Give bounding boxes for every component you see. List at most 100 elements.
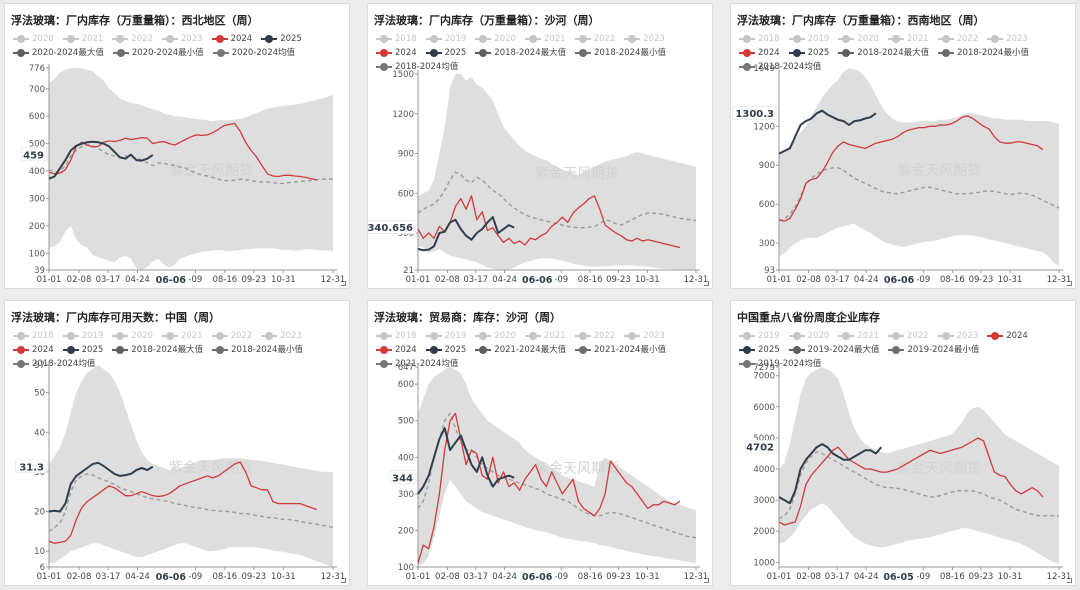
legend-item[interactable]: 2019-2024最大值	[788, 343, 879, 357]
series-2024-line	[48, 122, 317, 181]
legend-item[interactable]: 2020	[112, 329, 153, 343]
legend-item[interactable]: 2021	[838, 329, 879, 343]
legend-item[interactable]: 2019	[788, 32, 829, 46]
legend-item[interactable]: 2019-2024最小值	[888, 343, 979, 357]
legend-item[interactable]: 2024	[987, 329, 1028, 343]
legend-item[interactable]: 2020-2024最大值	[13, 46, 104, 60]
legend-item[interactable]: 2019	[425, 32, 466, 46]
legend-item[interactable]: 2020	[475, 329, 516, 343]
x-tick-label: -09	[188, 275, 202, 285]
legend-item[interactable]: 2021	[524, 329, 566, 343]
y-tick-label: 93	[764, 266, 775, 276]
chart-legend[interactable]: 2018 2019 2020 2021 2022 2023 2024 2025 2018-202…	[739, 32, 1069, 74]
legend-item[interactable]: 2023	[624, 32, 665, 46]
legend-item[interactable]: 2018-2024最大值	[838, 46, 929, 60]
legend-item[interactable]: 2023	[987, 32, 1028, 46]
legend-item[interactable]: 2019	[425, 329, 466, 343]
legend-marker-icon	[425, 345, 442, 354]
legend-label: 2024	[32, 345, 54, 355]
legend-item[interactable]: 2018-2024最小值	[212, 343, 303, 357]
chart-legend[interactable]: 2018 2019 2020 2021 2022 2023 2024 2025 2021-202…	[376, 329, 706, 371]
legend-item[interactable]: 2023	[624, 329, 665, 343]
legend-item[interactable]: 2025	[425, 343, 466, 357]
legend-marker-icon	[212, 48, 229, 57]
chart-legend[interactable]: 2020 2021 2022 2023 2024 2025 2020-2024最大值 2020…	[13, 32, 343, 60]
legend-item[interactable]: 2022	[574, 32, 615, 46]
legend-item[interactable]: 2022	[937, 32, 978, 46]
legend-item[interactable]: 2025	[739, 343, 780, 357]
legend-item[interactable]: 2018-2024均值	[13, 357, 95, 371]
legend-label: 2023	[180, 34, 203, 44]
legend-item[interactable]: 2018-2024最小值	[575, 46, 666, 60]
x-tick-label: 04-24	[492, 275, 517, 285]
legend-item[interactable]: 2024	[13, 343, 54, 357]
legend-item[interactable]: 2022	[112, 32, 153, 46]
avg-series-line	[778, 451, 1059, 520]
legend-item[interactable]: 2018	[376, 32, 417, 46]
legend-marker-icon	[739, 359, 755, 368]
y-tick-label: 300	[759, 239, 775, 249]
legend-item[interactable]: 2020-2024最小值	[112, 46, 204, 60]
legend-item[interactable]: 2020	[788, 329, 829, 343]
series-2024-line	[48, 461, 317, 544]
legend-item[interactable]: 2025	[261, 32, 302, 46]
legend-item[interactable]: 2018	[13, 329, 54, 343]
chart-panel-shahe-factory: 浮法玻璃：厂内库存（万重量箱）：沙河（周） 2018 2019 2020 2021 20…	[367, 3, 713, 289]
series-2024-line	[417, 412, 681, 564]
legend-item[interactable]: 2024	[211, 32, 252, 46]
legend-item[interactable]: 2021-2024最大值	[475, 343, 566, 357]
legend-item[interactable]: 2024	[376, 46, 417, 60]
legend-item[interactable]: 2021	[887, 32, 929, 46]
chart-panel-eight-provinces: 中国重点八省份周度企业库存 2019 2020 2021 2022 2023 2024 20…	[730, 300, 1076, 586]
chart-legend[interactable]: 2018 2019 2020 2021 2022 2023 2024 2025 2018-202…	[13, 329, 343, 371]
legend-item[interactable]: 2023	[261, 329, 302, 343]
legend-item[interactable]: 2018-2024均值	[739, 60, 821, 74]
legend-item[interactable]: 2022	[574, 329, 615, 343]
legend-item[interactable]: 2018	[376, 329, 417, 343]
legend-item[interactable]: 2025	[62, 343, 103, 357]
legend-label: 2020-2024均值	[231, 48, 296, 58]
legend-item[interactable]: 2024	[376, 343, 417, 357]
legend-item[interactable]: 2019	[739, 329, 780, 343]
legend-marker-icon	[376, 331, 392, 340]
y-tick-label: 57	[34, 361, 45, 371]
legend-item[interactable]: 2022	[211, 329, 252, 343]
max-min-range-band	[49, 68, 333, 270]
chart-legend[interactable]: 2018 2019 2020 2021 2022 2023 2024 2025 2018-202…	[376, 32, 706, 74]
y-tick-label: 600	[29, 112, 45, 122]
y-tick-label: 900	[398, 150, 414, 160]
legend-item[interactable]: 2018-2024均值	[376, 60, 458, 74]
legend-item[interactable]: 2023	[937, 329, 978, 343]
legend-item[interactable]: 2023	[161, 32, 203, 46]
watermark: 紫金天风期货	[897, 460, 981, 477]
legend-item[interactable]: 2025	[425, 46, 466, 60]
legend-item[interactable]: 2024	[739, 46, 780, 60]
legend-item[interactable]: 2021	[524, 32, 566, 46]
legend-item[interactable]: 2021-2024均值	[376, 357, 458, 371]
legend-item[interactable]: 2018-2024最大值	[475, 46, 566, 60]
x-tick-label: 03-17	[96, 572, 121, 582]
legend-item[interactable]: 2018-2024最小值	[938, 46, 1029, 60]
x-tick-label: 09-23	[606, 275, 631, 285]
legend-marker-icon	[838, 48, 855, 57]
legend-item[interactable]: 2019-2024均值	[739, 357, 821, 371]
legend-item[interactable]: 2021	[161, 329, 203, 343]
legend-item[interactable]: 2025	[788, 46, 829, 60]
avg-series-line	[417, 171, 697, 229]
watermark: 紫金天风期货	[535, 460, 619, 477]
legend-label: 2024	[395, 345, 417, 355]
legend-item[interactable]: 2018-2024最大值	[112, 343, 203, 357]
legend-item[interactable]: 2022	[887, 329, 929, 343]
series-2025-line	[48, 140, 154, 180]
legend-item[interactable]: 2018	[739, 32, 780, 46]
legend-item[interactable]: 2019	[62, 329, 103, 343]
legend-item[interactable]: 2020	[838, 32, 879, 46]
legend-item[interactable]: 2021-2024最小值	[575, 343, 666, 357]
legend-item[interactable]: 2020-2024均值	[212, 46, 296, 60]
legend-item[interactable]: 2020	[475, 32, 516, 46]
legend-item[interactable]: 2020	[13, 32, 54, 46]
legend-item[interactable]: 2021	[62, 32, 103, 46]
legend-label: 2025	[280, 34, 302, 44]
x-tick-label: 02-08	[796, 572, 821, 582]
chart-legend[interactable]: 2019 2020 2021 2022 2023 2024 2025 2019-2024最大值…	[739, 329, 1069, 371]
